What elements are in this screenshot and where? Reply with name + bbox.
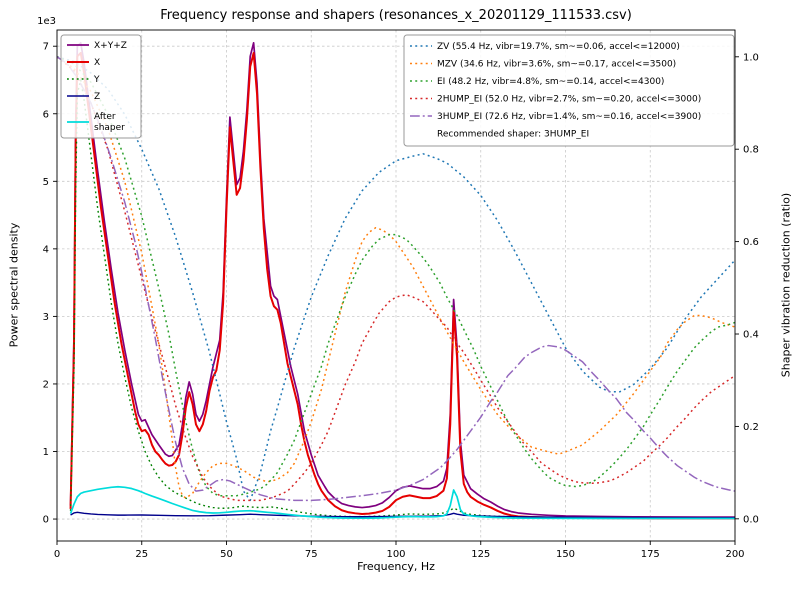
svg-text:2: 2 [43,379,49,390]
svg-text:X+Y+Z: X+Y+Z [94,41,127,51]
x-axis-label: Frequency, Hz [357,560,435,573]
series-MZV [57,56,735,499]
series-X [69,51,735,520]
series-2HUMP-EI [57,56,735,502]
svg-text:Y: Y [93,75,100,85]
svg-text:After: After [94,112,116,122]
svg-text:175: 175 [641,549,660,560]
svg-text:25: 25 [135,549,148,560]
svg-text:100: 100 [386,549,405,560]
series-After-shaper [69,485,735,520]
svg-text:0.6: 0.6 [743,237,759,248]
chart-title: Frequency response and shapers (resonanc… [160,8,632,23]
y-axis-ticks-left: 0 1 2 3 4 5 6 7 [43,42,57,526]
y-axis-label-right: Shaper vibration reduction (ratio) [779,192,793,378]
svg-text:125: 125 [471,549,490,560]
legend-shapers: ZV (55.4 Hz, vibr=19.7%, sm~=0.06, accel… [403,34,735,147]
svg-text:5: 5 [43,177,49,188]
svg-text:0.0: 0.0 [743,514,759,525]
svg-text:4: 4 [43,244,49,255]
svg-text:0: 0 [54,549,60,560]
recommended-shaper-note: Recommended shaper: 3HUMP_EI [437,130,589,140]
svg-text:ZV (55.4 Hz, vibr=19.7%, sm~=0: ZV (55.4 Hz, vibr=19.7%, sm~=0.06, accel… [437,42,680,52]
svg-text:0.8: 0.8 [743,145,759,156]
svg-text:X: X [94,58,100,68]
svg-text:50: 50 [220,549,233,560]
svg-text:2HUMP_EI (52.0 Hz, vibr=2.7%,: 2HUMP_EI (52.0 Hz, vibr=2.7%, sm~=0.20, … [437,95,701,105]
x-axis-ticks: 0 25 50 75 100 125 150 175 200 [54,541,745,560]
svg-text:1.0: 1.0 [743,52,759,63]
series-3HUMP-EI [57,56,735,502]
svg-text:7: 7 [43,42,49,53]
svg-text:75: 75 [305,549,318,560]
svg-text:0: 0 [43,515,49,526]
svg-text:3: 3 [43,312,49,323]
series-ZV [57,56,735,502]
y-axis-ticks-right: 0.0 0.2 0.4 0.6 0.8 1.0 [735,52,759,525]
svg-text:0.2: 0.2 [743,422,759,433]
svg-text:6: 6 [43,109,49,120]
svg-text:shaper: shaper [94,123,125,133]
svg-text:150: 150 [556,549,575,560]
svg-text:1: 1 [43,447,49,458]
axis-offset-text: 1e3 [37,16,56,27]
y-axis-label-left: Power spectral density [7,222,21,348]
svg-text:0.4: 0.4 [743,330,759,341]
svg-text:EI (48.2 Hz, vibr=4.8%, sm~=0.: EI (48.2 Hz, vibr=4.8%, sm~=0.14, accel<… [437,77,664,87]
svg-text:200: 200 [725,549,744,560]
svg-text:3HUMP_EI (72.6 Hz, vibr=1.4%,: 3HUMP_EI (72.6 Hz, vibr=1.4%, sm~=0.16, … [437,112,701,122]
series-Y [69,79,735,520]
svg-text:MZV (34.6 Hz, vibr=3.6%, sm~=0: MZV (34.6 Hz, vibr=3.6%, sm~=0.17, accel… [437,60,676,70]
svg-text:Z: Z [94,92,100,102]
